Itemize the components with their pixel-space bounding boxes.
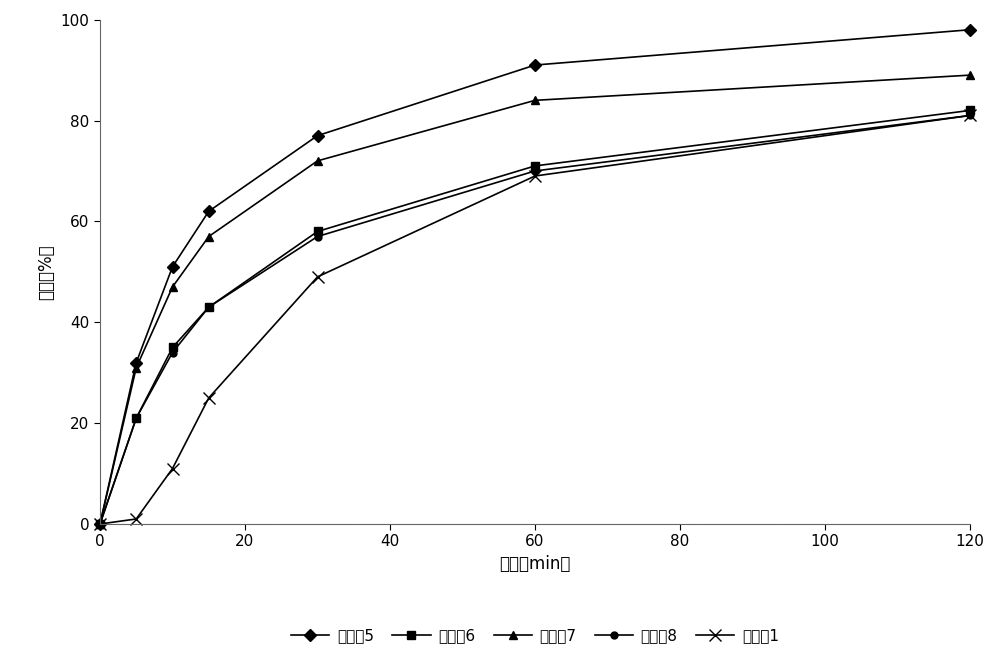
实施例8 (312, 233, 324, 240)
实施例8 (94, 520, 106, 528)
实施例7 (130, 364, 142, 371)
实施例8 (529, 167, 541, 175)
Line: 比较例1: 比较例1 (94, 110, 976, 529)
实施例7 (312, 157, 324, 165)
实施例6 (312, 227, 324, 235)
实施例5 (203, 208, 215, 215)
比较例1 (166, 464, 179, 472)
Legend: 实施例5, 实施例6, 实施例7, 实施例8, 比较例1: 实施例5, 实施例6, 实施例7, 实施例8, 比较例1 (285, 622, 785, 650)
实施例5 (312, 132, 324, 140)
比较例1 (312, 273, 324, 281)
实施例6 (529, 162, 541, 170)
实施例6 (130, 414, 142, 422)
Line: 实施例5: 实施例5 (96, 26, 974, 528)
实施例5 (529, 61, 541, 69)
实施例7 (94, 520, 106, 528)
实施例8 (203, 303, 215, 311)
实施例5 (964, 26, 976, 33)
实施例8 (130, 414, 142, 422)
实施例6 (166, 343, 179, 351)
Line: 实施例7: 实施例7 (96, 71, 974, 528)
Line: 实施例6: 实施例6 (96, 106, 974, 528)
实施例7 (529, 96, 541, 104)
实施例5 (166, 263, 179, 271)
实施例5 (130, 359, 142, 367)
实施例7 (203, 233, 215, 240)
Line: 实施例8: 实施例8 (97, 112, 973, 527)
比较例1 (94, 520, 106, 528)
实施例7 (964, 71, 976, 79)
比较例1 (130, 515, 142, 523)
实施例6 (964, 107, 976, 115)
实施例7 (166, 283, 179, 291)
比较例1 (529, 172, 541, 180)
比较例1 (964, 111, 976, 119)
实施例6 (203, 303, 215, 311)
X-axis label: 时间（min）: 时间（min） (499, 555, 571, 573)
比较例1 (203, 394, 215, 402)
实施例6 (94, 520, 106, 528)
实施例8 (964, 111, 976, 119)
实施例5 (94, 520, 106, 528)
Y-axis label: 释放（%）: 释放（%） (37, 244, 55, 299)
实施例8 (166, 348, 179, 356)
